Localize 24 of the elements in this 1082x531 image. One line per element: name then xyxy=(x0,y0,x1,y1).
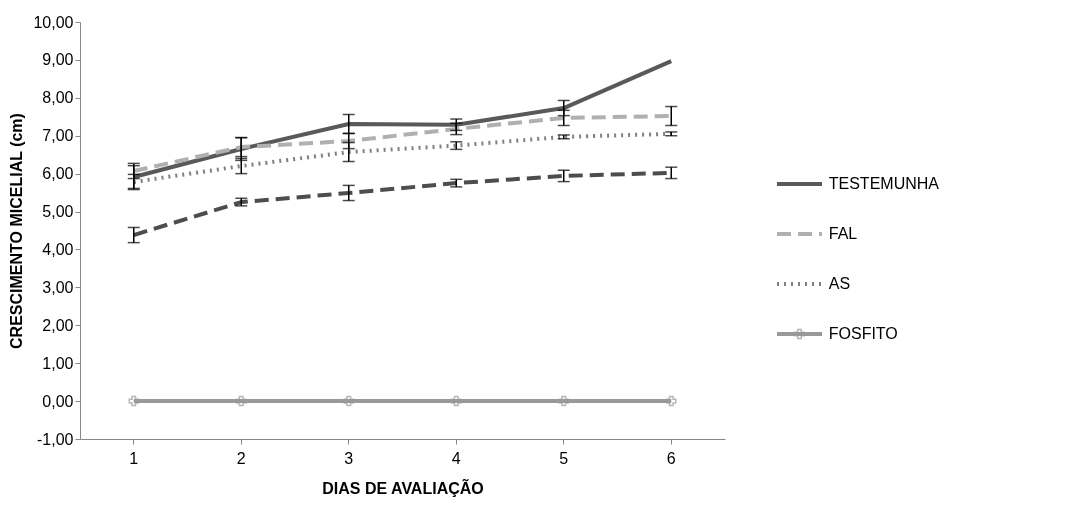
y-tick-label: 5,00 xyxy=(42,203,74,221)
y-tick-label: 9,00 xyxy=(42,51,74,69)
x-tick-label: 4 xyxy=(451,449,461,467)
x-axis-title: DIAS DE AVALIAÇÃO xyxy=(322,477,484,497)
x-tick-label: 2 xyxy=(236,449,246,467)
legend-label: FAL xyxy=(828,225,858,242)
y-tick-label: 7,00 xyxy=(42,127,74,145)
y-tick-label: 2,00 xyxy=(42,316,74,334)
y-tick-label: 4,00 xyxy=(42,240,74,258)
x-tick-label: 3 xyxy=(344,449,354,467)
legend-label: TESTEMUNHA xyxy=(828,175,940,192)
y-tick-label: 6,00 xyxy=(42,165,74,183)
y-tick-label: 3,00 xyxy=(42,278,74,296)
y-axis-title: CRESCIMENTO MICELIAL (cm) xyxy=(8,113,26,349)
x-tick-label: 6 xyxy=(666,449,676,467)
x-tick-label: 1 xyxy=(129,449,139,467)
y-tick-label: 8,00 xyxy=(42,89,74,107)
y-tick-label: 10,00 xyxy=(33,13,74,31)
legend-label: AS xyxy=(828,275,851,292)
y-tick-label: -1,00 xyxy=(37,430,74,448)
y-tick-label: 1,00 xyxy=(42,354,74,372)
x-tick-label: 5 xyxy=(559,449,569,467)
legend-label: FOSFITO xyxy=(828,325,898,342)
y-tick-label: 0,00 xyxy=(42,392,74,410)
